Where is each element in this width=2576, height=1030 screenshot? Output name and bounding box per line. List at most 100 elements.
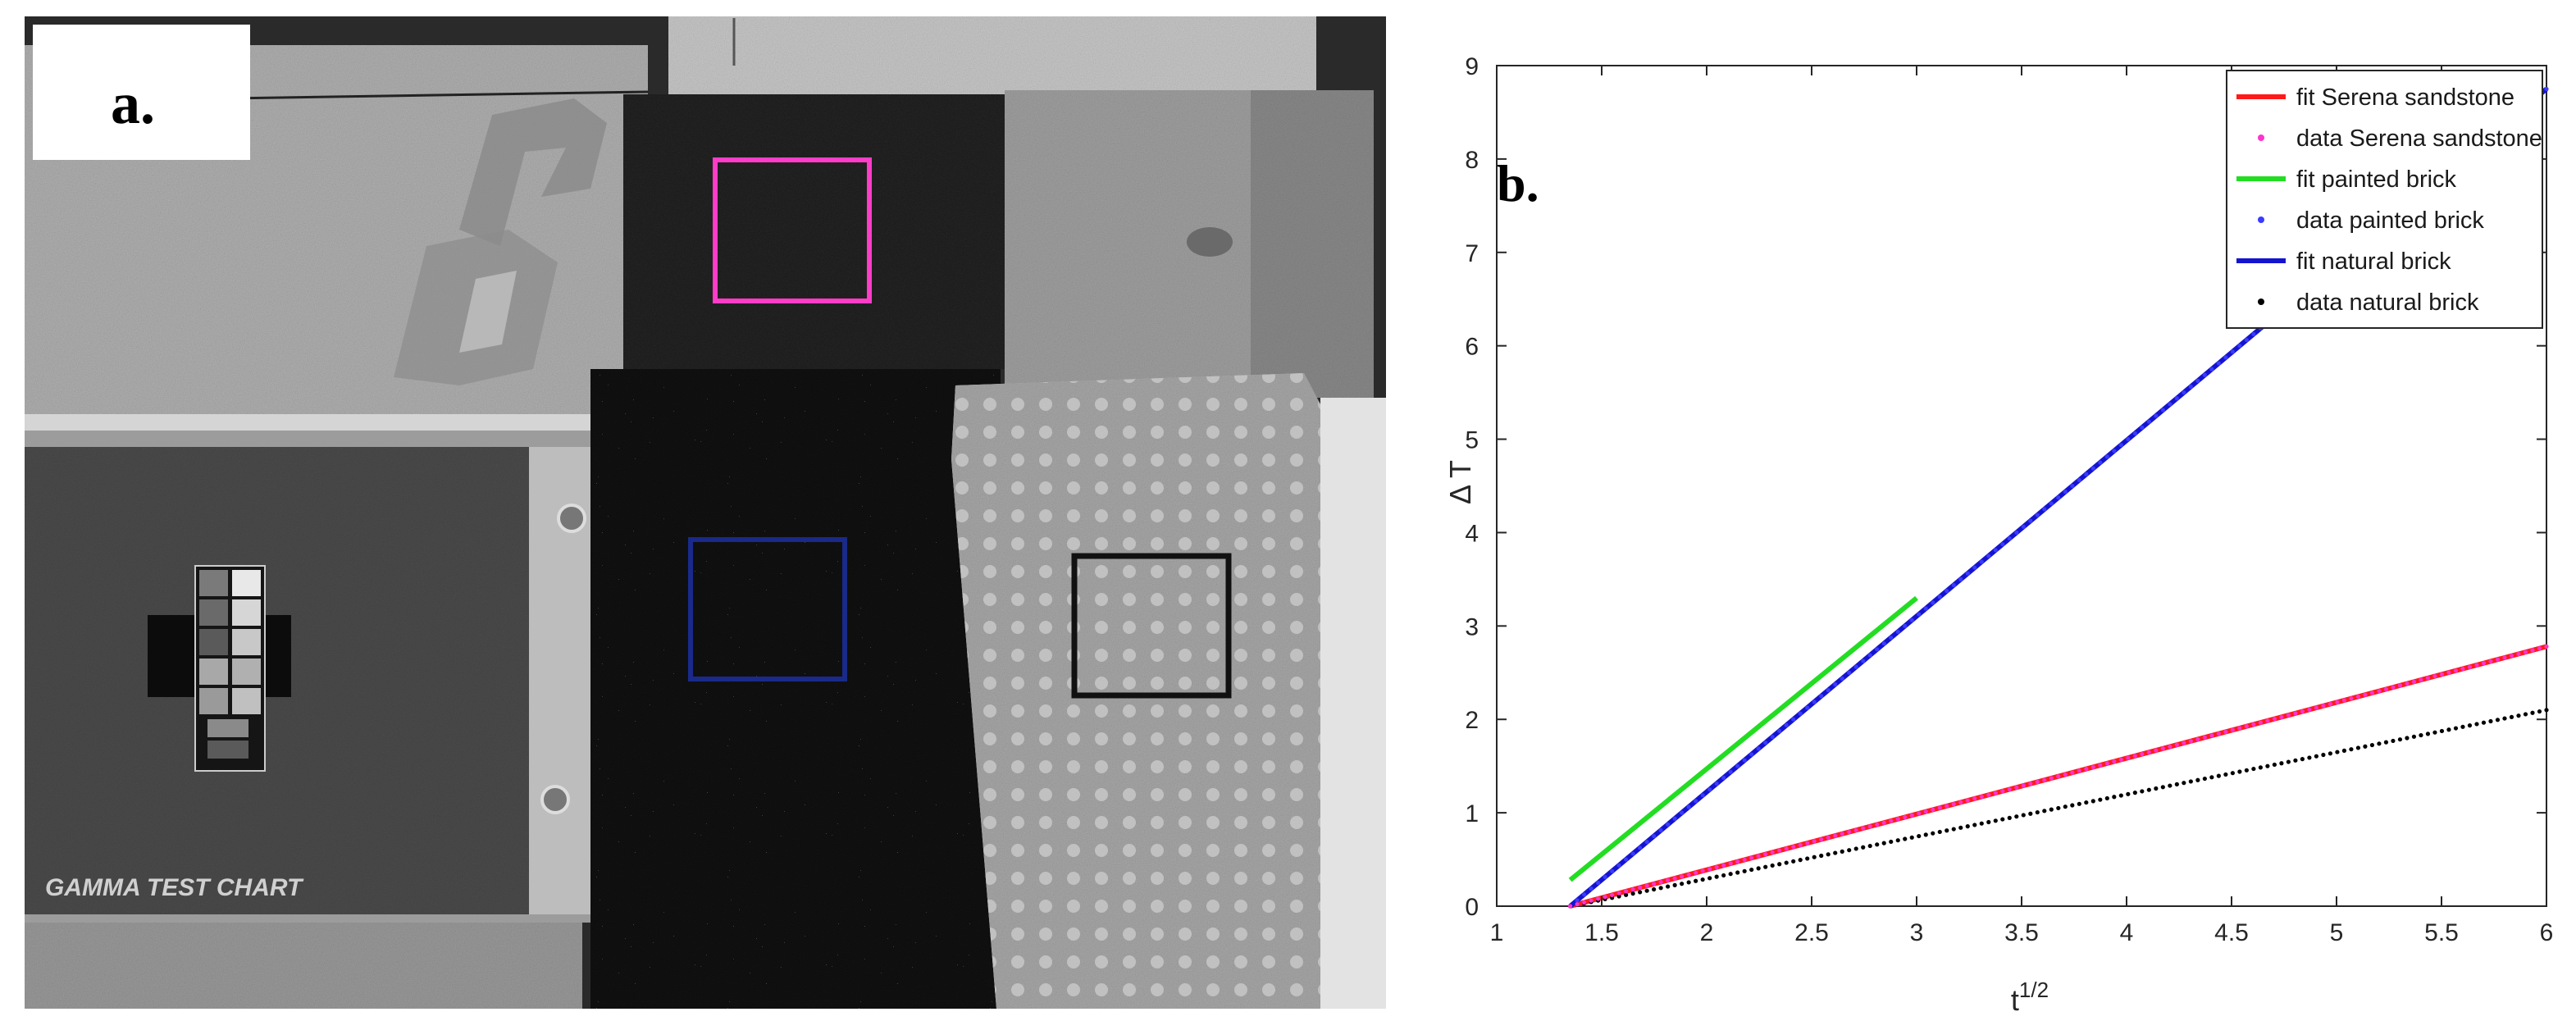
data-point	[2077, 768, 2081, 773]
data-point	[2070, 483, 2075, 489]
data-point	[1630, 851, 1635, 856]
data-point	[2279, 761, 2284, 766]
data-point	[2202, 735, 2207, 740]
data-point	[1861, 845, 1866, 850]
data-point	[1652, 833, 1657, 839]
data-point	[1680, 874, 1685, 879]
data-point	[1763, 741, 1768, 745]
data-point	[1951, 827, 1956, 832]
data-point	[1791, 859, 1796, 864]
data-point	[2244, 337, 2249, 343]
data-point	[2028, 518, 2033, 523]
screw-icon	[540, 785, 570, 814]
data-point	[1833, 681, 1838, 687]
legend-label: fit painted brick	[2296, 166, 2457, 193]
data-point	[1917, 833, 1922, 839]
dark-sample	[623, 94, 1017, 369]
series-line	[1568, 595, 1918, 882]
data-point	[1819, 836, 1824, 842]
data-point	[2293, 758, 2298, 763]
data-point	[2509, 714, 2514, 719]
data-point	[2391, 685, 2396, 690]
data-point	[2118, 443, 2123, 448]
data-point	[1833, 833, 1838, 838]
data-point	[2405, 681, 2410, 686]
panel-b-label: b.	[1497, 154, 1539, 212]
data-point	[1694, 799, 1698, 804]
data-point	[1805, 841, 1810, 845]
data-point	[2286, 759, 2291, 764]
light-brick	[951, 373, 1386, 1009]
data-point	[2321, 704, 2326, 709]
data-point	[1812, 700, 1817, 704]
data-point	[2126, 755, 2131, 760]
data-point	[2084, 767, 2089, 772]
data-point	[1686, 872, 1691, 877]
x-tick-label: 2	[1700, 919, 1714, 946]
data-point	[2174, 396, 2179, 401]
data-point	[2168, 783, 2173, 788]
data-point	[2481, 661, 2487, 666]
data-point	[2467, 723, 2473, 728]
data-point	[1812, 855, 1817, 859]
data-point	[2223, 355, 2228, 360]
y-tick-label: 5	[1465, 427, 1479, 454]
data-point	[2160, 408, 2165, 412]
data-point	[1666, 822, 1671, 827]
data-point	[2154, 413, 2159, 418]
data-point	[1867, 824, 1872, 829]
data-point	[2244, 768, 2249, 772]
data-point	[1694, 870, 1698, 875]
data-point	[2014, 530, 2019, 536]
data-point	[1937, 595, 1942, 599]
data-point	[2341, 748, 2347, 753]
data-point	[1700, 793, 1705, 798]
data-point	[1840, 849, 1844, 854]
data-point	[1951, 802, 1956, 807]
data-point	[2112, 795, 2117, 800]
data-point	[2056, 774, 2061, 779]
data-point	[2188, 739, 2193, 744]
data-point	[1616, 863, 1621, 868]
legend-dot-swatch	[2258, 134, 2264, 141]
data-point	[1575, 902, 1580, 907]
data-point	[1721, 873, 1726, 878]
data-point	[1826, 852, 1831, 857]
data-point	[2168, 744, 2173, 750]
data-point	[1742, 857, 1747, 863]
data-point	[1972, 823, 1977, 827]
data-point	[1721, 863, 1726, 868]
data-point	[2154, 748, 2159, 753]
data-point	[2188, 384, 2193, 390]
data-point	[2070, 803, 2075, 808]
data-point	[2446, 670, 2451, 675]
data-point	[2516, 713, 2521, 718]
data-point	[1568, 904, 1573, 909]
data-point	[1728, 769, 1733, 774]
data-point	[2028, 811, 2033, 816]
legend-dot-swatch	[2258, 299, 2264, 305]
data-point	[1895, 629, 1900, 635]
data-point	[2132, 754, 2137, 759]
data-point	[1993, 548, 1998, 553]
data-point	[1680, 882, 1685, 886]
data-point	[1805, 705, 1810, 710]
data-point	[1672, 876, 1677, 881]
data-point	[1931, 807, 1935, 813]
data-point	[1756, 866, 1761, 871]
data-point	[2467, 664, 2473, 669]
data-point	[1756, 746, 1761, 751]
data-point	[2063, 804, 2068, 809]
data-point	[1784, 846, 1789, 851]
legend-dot-swatch	[2258, 216, 2264, 223]
data-point	[1777, 728, 1782, 734]
data-point	[1965, 824, 1970, 829]
data-point	[1909, 813, 1914, 818]
data-point	[2146, 750, 2151, 754]
data-point	[1589, 898, 1593, 903]
x-tick-label: 2.5	[1794, 919, 1829, 946]
data-point	[1798, 711, 1803, 716]
data-point	[2411, 679, 2417, 684]
data-point	[2516, 651, 2521, 657]
